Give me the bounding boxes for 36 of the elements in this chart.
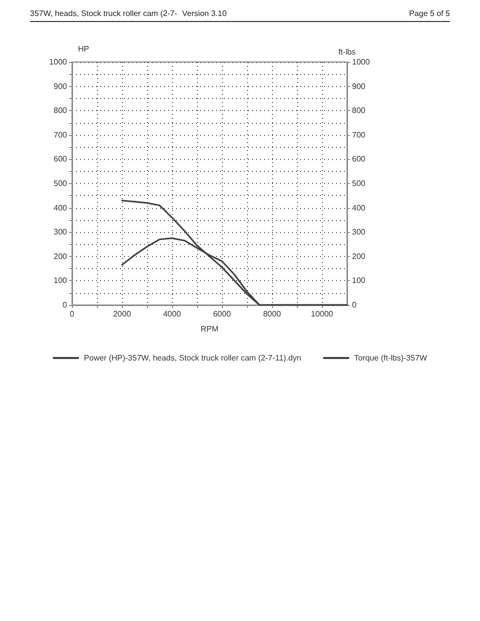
- y-tick-label: 800: [54, 106, 68, 116]
- y2-tick-label: 700: [352, 130, 366, 140]
- y2-tick-label: 900: [352, 82, 366, 91]
- y-tick-label: 1000: [49, 58, 68, 66]
- y2-tick-label: 500: [352, 179, 366, 188]
- y2-tick-label: 0: [352, 300, 357, 310]
- y-tick-label: 700: [54, 130, 68, 140]
- y-tick-label: 100: [54, 276, 68, 286]
- y2-tick-label: 800: [352, 106, 366, 116]
- chart-title: 357W, heads, Stock truck roller cam (2-7-: [30, 9, 178, 18]
- y2-tick-label: 1000: [352, 58, 370, 66]
- x-tick-label: 10000: [310, 310, 334, 318]
- y-tick-label: 0: [62, 300, 68, 310]
- legend-label: Torque (ft-lbs)-357W: [354, 354, 428, 362]
- y2-tick-label: 400: [352, 203, 366, 212]
- y2-tick-label: 600: [352, 154, 366, 164]
- x-tick-label: 6000: [213, 310, 232, 318]
- x-tick-label: 8000: [263, 310, 282, 318]
- y2-axis-title: ft-lbs: [338, 48, 356, 56]
- y-tick-label: 300: [54, 228, 68, 237]
- y2-tick-label: 300: [352, 228, 366, 237]
- y2-tick-label: 200: [352, 252, 366, 261]
- y2-tick-label: 100: [352, 276, 366, 286]
- y-tick-label: 900: [54, 82, 68, 91]
- x-tick-label: 4000: [163, 310, 182, 318]
- y-axis-title: HP: [78, 44, 90, 54]
- x-axis-title: RPM: [200, 324, 219, 334]
- text: Version 3.10: [182, 9, 227, 18]
- x-tick-label: 0: [70, 310, 75, 318]
- y-tick-label: 600: [54, 154, 68, 164]
- text: Page 5 of 5: [409, 9, 450, 19]
- x-tick-label: 2000: [113, 310, 132, 318]
- y-tick-label: 500: [54, 179, 68, 188]
- legend-label: Power (HP)-357W, heads, Stock truck roller cam (2-7-11).dyn: [84, 354, 302, 362]
- y-tick-label: 400: [54, 203, 68, 212]
- y-tick-label: 200: [54, 252, 68, 261]
